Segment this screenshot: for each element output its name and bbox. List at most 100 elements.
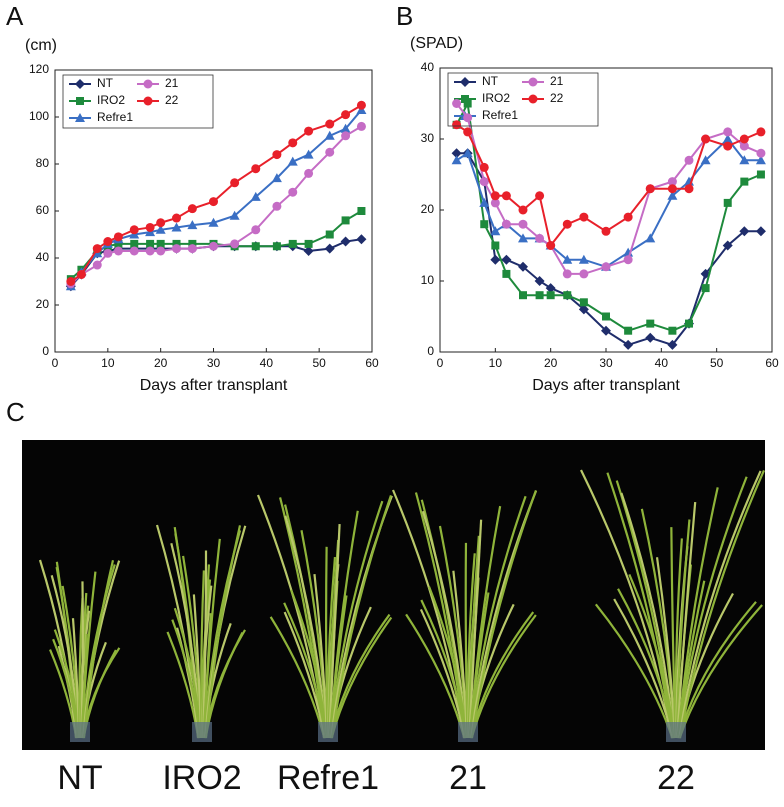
- marker: [229, 210, 240, 220]
- x-tick-label: 50: [312, 356, 326, 370]
- marker: [208, 217, 219, 227]
- legend-marker: [460, 77, 470, 87]
- y-axis-label: (cm): [25, 37, 57, 54]
- marker: [113, 232, 123, 242]
- plant-label: IRO2: [162, 759, 241, 797]
- marker: [601, 226, 611, 236]
- legend-marker-shape: [460, 77, 470, 87]
- marker: [722, 240, 733, 251]
- panel-letter: A: [6, 1, 24, 31]
- marker: [668, 326, 677, 335]
- marker: [451, 148, 462, 159]
- leaf: [470, 490, 538, 739]
- marker: [535, 233, 545, 243]
- y-tick-label: 20: [421, 202, 435, 216]
- marker: [684, 155, 694, 165]
- marker: [667, 177, 677, 187]
- marker: [480, 220, 489, 229]
- marker: [755, 226, 766, 237]
- leaf: [677, 476, 748, 739]
- marker: [114, 239, 123, 248]
- marker: [341, 216, 350, 225]
- marker: [230, 178, 240, 188]
- marker: [646, 319, 655, 328]
- plant-label: 22: [657, 759, 695, 797]
- marker: [325, 119, 335, 129]
- marker: [624, 326, 633, 335]
- marker: [146, 239, 155, 248]
- marker: [187, 220, 198, 230]
- marker: [356, 234, 367, 245]
- marker: [129, 225, 139, 235]
- leaf: [676, 501, 697, 739]
- legend-label: 21: [550, 74, 564, 88]
- leaf: [428, 586, 468, 739]
- marker: [645, 332, 656, 343]
- plants: [38, 469, 765, 742]
- marker: [490, 191, 500, 201]
- marker: [145, 246, 155, 256]
- marker: [562, 219, 572, 229]
- y-tick-label: 0: [427, 344, 434, 358]
- leaf: [290, 589, 328, 739]
- marker: [463, 113, 473, 123]
- marker: [535, 291, 544, 300]
- marker: [272, 150, 282, 160]
- marker: [491, 241, 500, 250]
- legend-marker: [143, 96, 153, 106]
- marker: [623, 339, 634, 350]
- y-tick-label: 40: [36, 250, 50, 264]
- legend-marker: [461, 95, 469, 103]
- marker: [518, 219, 528, 229]
- leaf: [82, 560, 115, 739]
- y-tick-label: 120: [29, 62, 49, 76]
- marker: [356, 121, 366, 131]
- marker: [463, 99, 472, 108]
- x-tick-label: 10: [101, 356, 115, 370]
- marker: [272, 242, 281, 251]
- legend-marker: [528, 77, 538, 87]
- legend-box: [62, 74, 214, 129]
- marker: [562, 269, 572, 279]
- marker: [92, 260, 102, 270]
- pot: [666, 722, 686, 742]
- marker: [601, 262, 611, 272]
- leaf: [329, 500, 384, 739]
- marker: [756, 148, 766, 158]
- plant-label: 21: [449, 759, 487, 797]
- marker: [340, 236, 351, 247]
- legend-label: NT: [97, 76, 114, 90]
- marker: [518, 205, 528, 215]
- marker: [251, 164, 261, 174]
- marker: [501, 219, 511, 229]
- plant-label: Refre1: [277, 759, 379, 797]
- marker: [623, 212, 633, 222]
- marker: [578, 254, 589, 264]
- marker: [534, 276, 545, 286]
- x-tick-label: 30: [599, 356, 613, 370]
- marker: [546, 241, 556, 250]
- leaf: [676, 487, 719, 739]
- marker: [340, 123, 351, 133]
- leaf: [330, 495, 393, 739]
- marker: [304, 126, 314, 136]
- marker: [303, 245, 314, 256]
- leaf: [202, 538, 221, 739]
- x-axis-label: Days after transplant: [140, 377, 288, 394]
- marker: [156, 218, 166, 228]
- x-tick-label: 10: [489, 356, 503, 370]
- marker: [357, 207, 366, 215]
- legend-marker: [143, 79, 153, 89]
- marker: [723, 127, 733, 137]
- marker: [129, 246, 139, 256]
- series: [452, 120, 766, 250]
- marker: [288, 239, 297, 248]
- marker: [722, 134, 733, 143]
- panel-letter: C: [6, 397, 25, 427]
- plant-label: NT: [57, 759, 102, 797]
- marker: [501, 191, 511, 201]
- marker: [667, 339, 678, 350]
- marker: [563, 291, 572, 300]
- marker: [325, 147, 335, 157]
- marker: [502, 269, 511, 278]
